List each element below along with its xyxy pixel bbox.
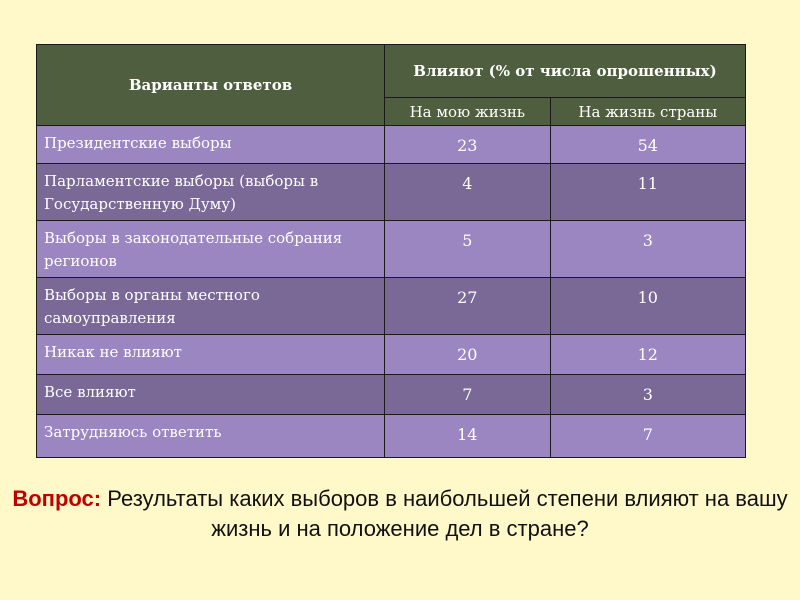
row-label: Все влияют [36, 374, 385, 415]
table-row: Выборы в органы местного самоуправления 2… [36, 277, 747, 335]
value-country-life: 11 [549, 163, 747, 221]
row-label: Президентские выборы [36, 125, 385, 164]
value-country-life: 3 [549, 374, 747, 415]
value-country-life: 54 [549, 125, 747, 164]
value-my-life: 27 [384, 277, 551, 335]
table-row: Затрудняюсь ответить 14 7 [36, 414, 747, 458]
value-country-life: 7 [549, 414, 747, 458]
row-label: Парламентские выборы (выборы в Государст… [36, 163, 385, 221]
header-influence-group: Влияют (% от числа опрошенных) [384, 44, 746, 98]
row-label: Выборы в органы местного самоуправления [36, 277, 385, 335]
header-country-life: На жизнь страны [549, 97, 747, 126]
row-label: Затрудняюсь ответить [36, 414, 385, 458]
question-label: Вопрос: [12, 486, 102, 511]
value-country-life: 3 [549, 220, 747, 278]
value-country-life: 12 [549, 334, 747, 375]
survey-table: Варианты ответов Влияют (% от числа опро… [36, 44, 747, 458]
value-my-life: 7 [384, 374, 551, 415]
value-my-life: 23 [384, 125, 551, 164]
value-country-life: 10 [549, 277, 747, 335]
row-label: Никак не влияют [36, 334, 385, 375]
row-label: Выборы в законодательные собрания регион… [36, 220, 385, 278]
question-text: Вопрос: Результаты каких выборов в наибо… [0, 484, 800, 544]
table-row: Президентские выборы 23 54 [36, 125, 747, 164]
value-my-life: 20 [384, 334, 551, 375]
question-body: Результаты каких выборов в наибольшей ст… [107, 486, 788, 541]
value-my-life: 14 [384, 414, 551, 458]
header-answer-options: Варианты ответов [36, 44, 385, 126]
header-my-life: На мою жизнь [384, 97, 551, 126]
value-my-life: 4 [384, 163, 551, 221]
table-row: Все влияют 7 3 [36, 374, 747, 415]
table-row: Никак не влияют 20 12 [36, 334, 747, 375]
value-my-life: 5 [384, 220, 551, 278]
table-row: Выборы в законодательные собрания регион… [36, 220, 747, 278]
table-row: Парламентские выборы (выборы в Государст… [36, 163, 747, 221]
